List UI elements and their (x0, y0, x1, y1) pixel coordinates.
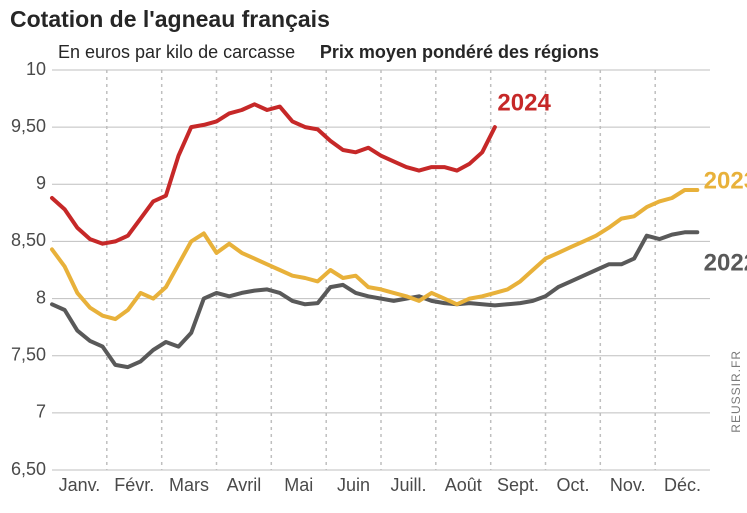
x-tick-label: Févr. (114, 475, 154, 495)
series-label-2023: 2023 (704, 167, 747, 194)
y-tick-label: 8,50 (11, 230, 46, 250)
x-tick-label: Déc. (664, 475, 701, 495)
line-chart: 6,50 7 7,50 8 8,50 9 9,50 10 Janv. Févr. Mars Avri… (0, 0, 747, 513)
x-tick-label: Sept. (497, 475, 539, 495)
y-tick-label: 8 (36, 287, 46, 307)
series-label-2022: 2022 (704, 250, 747, 277)
series-2024 (52, 104, 495, 243)
x-tick-label: Oct. (556, 475, 589, 495)
y-tick-label: 9,50 (11, 116, 46, 136)
y-tick-label: 10 (26, 59, 46, 79)
x-tick-label: Janv. (59, 475, 101, 495)
x-tick-label: Août (445, 475, 482, 495)
x-tick-label: Avril (227, 475, 262, 495)
y-tick-label: 9 (36, 173, 46, 193)
x-tick-label: Juill. (390, 475, 426, 495)
series-label-2024: 2024 (497, 90, 551, 117)
x-tick-label: Mars (169, 475, 209, 495)
x-tick-label: Juin (337, 475, 370, 495)
x-tick-label: Nov. (610, 475, 646, 495)
y-tick-label: 6,50 (11, 459, 46, 479)
x-tick-label: Mai (284, 475, 313, 495)
y-tick-label: 7 (36, 402, 46, 422)
y-tick-label: 7,50 (11, 344, 46, 364)
